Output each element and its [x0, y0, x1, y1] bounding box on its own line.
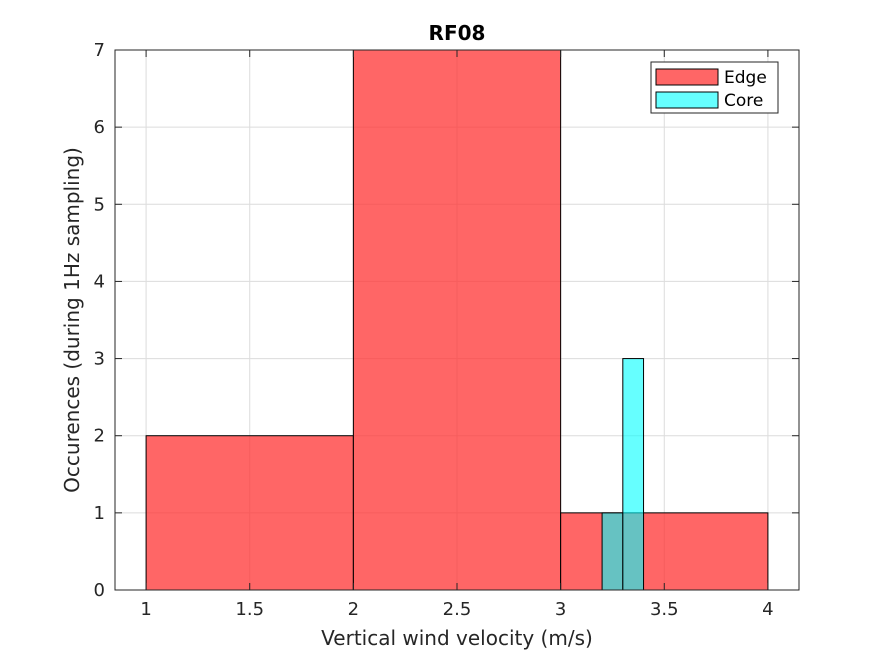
- bar-core: [601, 512, 624, 591]
- bar-edge: [145, 435, 354, 591]
- bar-edge: [560, 512, 769, 591]
- x-tick-label: 4: [762, 599, 773, 620]
- bar-core: [622, 358, 645, 591]
- x-tick-label: 3.5: [650, 599, 679, 620]
- x-tick-label: 3: [555, 599, 566, 620]
- legend: Edge Core: [650, 61, 779, 114]
- y-tick-label: 3: [94, 349, 105, 370]
- y-tick-label: 0: [94, 580, 105, 601]
- y-tick-label: 1: [94, 503, 105, 524]
- y-tick-label: 6: [94, 117, 105, 138]
- chart-title: RF08: [429, 21, 486, 45]
- y-tick-label: 4: [94, 271, 105, 292]
- legend-swatch-edge: [655, 68, 719, 86]
- x-tick-label: 1: [140, 599, 151, 620]
- x-tick-label: 2.5: [443, 599, 472, 620]
- x-tick-label: 1.5: [235, 599, 264, 620]
- histogram-bars: [145, 49, 769, 591]
- y-tick-label: 7: [94, 40, 105, 61]
- x-axis-label: Vertical wind velocity (m/s): [321, 626, 593, 650]
- axis-ticks: 1 1.5 2 2.5 3 3.5 4 0 1 2 3 4 5 6 7: [94, 40, 799, 620]
- bar-edge: [352, 49, 562, 591]
- x-tick-label: 2: [348, 599, 359, 620]
- y-tick-label: 5: [94, 194, 105, 215]
- legend-label-core: Core: [724, 91, 763, 111]
- legend-label-edge: Edge: [724, 68, 767, 88]
- y-tick-label: 2: [94, 426, 105, 447]
- y-axis-label: Occurences (during 1Hz sampling): [60, 147, 84, 493]
- legend-swatch-core: [655, 91, 719, 109]
